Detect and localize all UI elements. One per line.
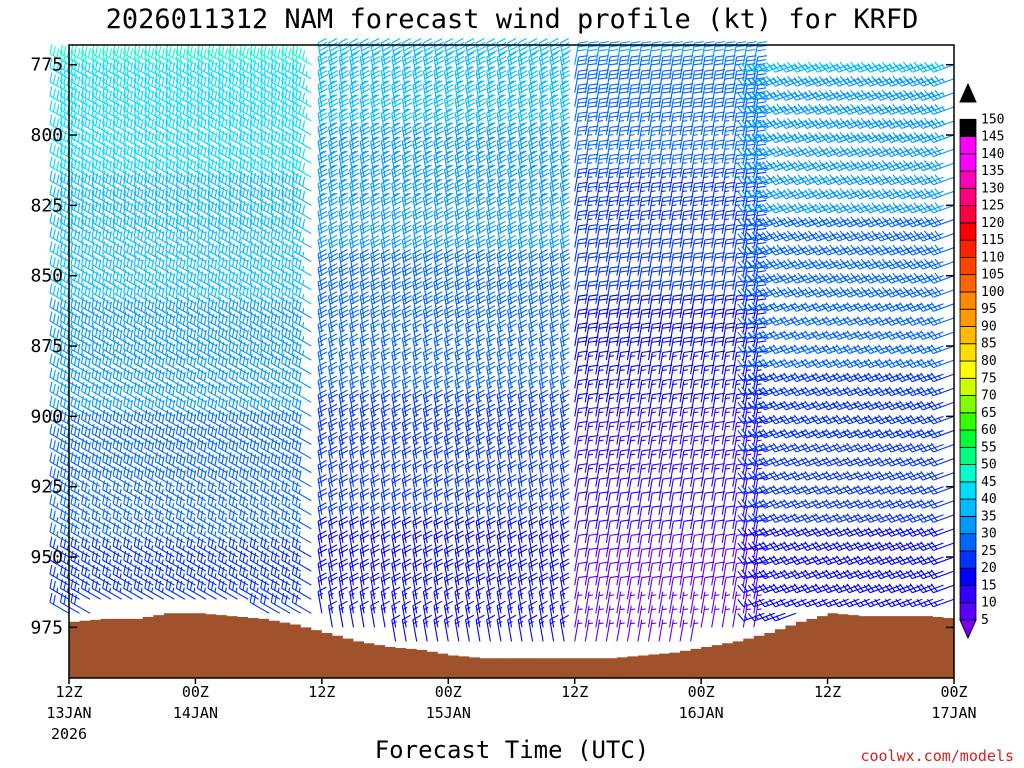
wind-barb <box>487 615 495 641</box>
wind-barb <box>550 615 558 641</box>
wind-profile-chart: 2026011312 NAM forecast wind profile (kt… <box>0 0 1024 768</box>
plot-area <box>50 39 954 642</box>
wind-barb <box>497 615 505 641</box>
wind-barb <box>508 615 516 641</box>
wind-barb <box>371 601 379 627</box>
wind-barb <box>329 601 337 627</box>
wind-barb <box>466 615 474 641</box>
wind-barb <box>529 615 537 641</box>
wind-barb <box>381 601 389 627</box>
wind-barb <box>402 615 410 641</box>
wind-barb <box>318 587 326 613</box>
wind-barb <box>350 601 358 627</box>
wind-barb <box>539 615 547 641</box>
chart-title: 2026011312 NAM forecast wind profile (kt… <box>106 4 919 35</box>
wind-barb <box>455 615 463 641</box>
wind-barb <box>392 615 400 641</box>
wind-barb <box>560 615 568 641</box>
wind-barb <box>339 601 347 627</box>
wind-barb <box>423 615 431 641</box>
wind-barb <box>518 615 526 641</box>
wind-barb <box>413 615 421 641</box>
wind-barb <box>476 615 484 641</box>
wind-barb <box>360 601 368 627</box>
wind-barb <box>444 615 452 641</box>
wind-barb <box>434 615 442 641</box>
